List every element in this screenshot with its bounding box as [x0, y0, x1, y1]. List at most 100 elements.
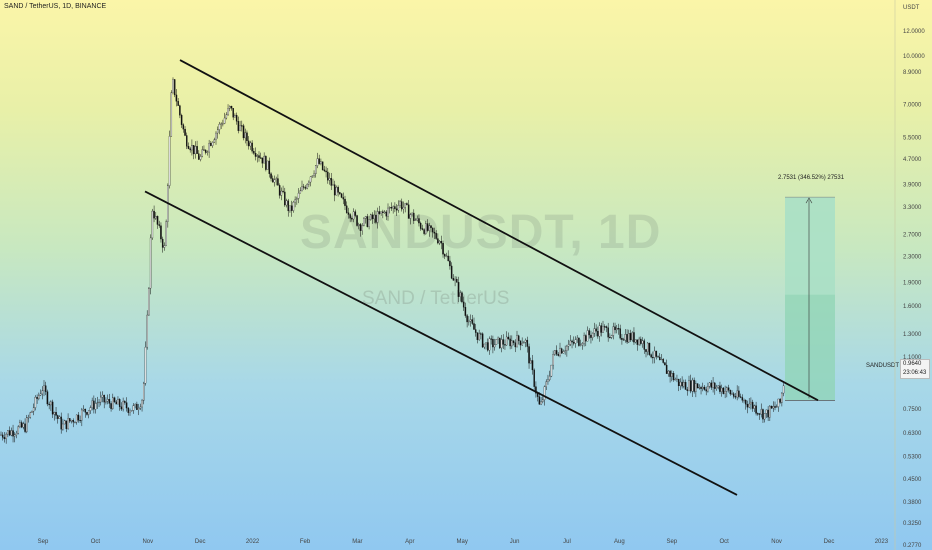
candle-body-185 — [318, 158, 320, 164]
candle-body-300 — [516, 335, 518, 348]
candle-body-26 — [44, 385, 47, 392]
candle-body-414 — [712, 382, 714, 388]
candle-body-151 — [259, 157, 262, 159]
candle-body-287 — [493, 344, 496, 348]
candle-body-433 — [745, 400, 747, 405]
candle-body-379 — [652, 356, 654, 359]
candle-body-372 — [640, 338, 642, 344]
trendlines[interactable] — [144, 59, 819, 496]
candle-body-118 — [203, 149, 205, 151]
candle-body-171 — [294, 199, 296, 203]
time-tick-label-9: Jun — [510, 539, 520, 545]
candle-body-94 — [161, 238, 164, 248]
candle-body-386 — [664, 362, 666, 366]
candle-body-437 — [751, 401, 754, 409]
candle-body-70 — [120, 406, 123, 410]
candle-body-193 — [332, 184, 334, 186]
price-tick-label-8: 2.7000 — [903, 232, 922, 238]
candle-body-73 — [125, 402, 128, 409]
candle-body-442 — [760, 409, 762, 415]
price-tick-label-7: 3.3000 — [903, 205, 922, 211]
candle-body-121 — [208, 142, 210, 153]
candle-body-213 — [366, 216, 369, 227]
candle-body-249 — [428, 225, 431, 231]
candle-body-63 — [108, 399, 111, 404]
candle-body-243 — [418, 218, 420, 224]
candle-body-326 — [560, 348, 563, 354]
candle-body-74 — [127, 407, 130, 413]
candle-body-0 — [0, 434, 2, 436]
candle-body-150 — [258, 155, 260, 158]
lower-channel-line — [144, 190, 738, 496]
candle-body-451 — [775, 406, 778, 408]
price-tick-label-2: 8.9000 — [903, 70, 922, 76]
candle-body-141 — [242, 125, 245, 139]
candle-body-104 — [179, 105, 181, 116]
candle-body-62 — [106, 399, 109, 402]
candle-body-365 — [628, 333, 630, 343]
candle-body-92 — [158, 224, 160, 226]
candle-body-356 — [612, 326, 615, 336]
candle-body-30 — [51, 401, 54, 415]
candle-body-339 — [583, 335, 585, 344]
candle-body-340 — [585, 335, 587, 342]
candle-body-434 — [746, 404, 749, 408]
candle-body-309 — [531, 360, 534, 371]
candle-body-286 — [492, 339, 494, 348]
candle-body-46 — [79, 420, 81, 422]
candle-body-33 — [57, 415, 59, 419]
candle-body-231 — [397, 205, 400, 211]
candle-body-198 — [340, 193, 343, 198]
candle-body-86 — [148, 288, 150, 316]
candle-body-17 — [29, 412, 31, 418]
candle-body-404 — [695, 383, 697, 392]
candle-body-8 — [14, 434, 16, 437]
candle-body-67 — [115, 401, 117, 405]
candle-body-294 — [505, 336, 508, 346]
candle-body-126 — [216, 129, 219, 134]
candle-body-186 — [320, 161, 322, 164]
candle-body-226 — [388, 207, 391, 209]
candle-body-88 — [151, 210, 154, 239]
candle-body-416 — [715, 387, 718, 389]
price-tick-label-6: 3.9000 — [903, 182, 922, 188]
candle-body-176 — [302, 186, 305, 188]
candle-body-371 — [638, 338, 640, 345]
candle-body-302 — [519, 340, 522, 346]
price-tick-label-9: 2.3000 — [903, 254, 922, 260]
candle-body-21 — [36, 396, 38, 399]
candle-body-9 — [15, 433, 18, 435]
candle-body-24 — [41, 390, 44, 395]
candle-body-262 — [450, 265, 453, 279]
candle-body-264 — [454, 279, 456, 281]
candle-body-124 — [213, 139, 216, 143]
candle-body-217 — [373, 214, 375, 220]
candle-body-49 — [84, 408, 87, 413]
candle-body-288 — [495, 339, 498, 345]
candle-body-355 — [610, 335, 613, 338]
long-position-zone[interactable] — [785, 196, 835, 401]
candle-body-45 — [77, 414, 80, 421]
candle-body-376 — [646, 342, 649, 352]
candle-body-221 — [380, 211, 382, 214]
candle-body-305 — [524, 339, 527, 343]
price-tick-label-19: 0.3250 — [903, 521, 922, 527]
price-tick-label-4: 5.5000 — [903, 135, 922, 141]
candle-body-149 — [256, 155, 259, 157]
candle-body-346 — [595, 328, 597, 332]
candle-body-313 — [538, 396, 541, 405]
price-tick-label-1: 10.0000 — [903, 54, 925, 60]
candle-body-137 — [235, 115, 238, 122]
candle-body-431 — [741, 397, 744, 401]
candle-body-154 — [265, 156, 267, 170]
candle-body-89 — [153, 210, 155, 219]
candle-body-212 — [364, 216, 367, 219]
candle-body-245 — [421, 228, 424, 230]
candle-body-424 — [729, 390, 732, 395]
candle-body-363 — [624, 334, 627, 341]
price-axis: 12.0000 10.0000 8.9000 7.0000 5.5000 4.7000 3.… — [894, 0, 925, 550]
price-tick-label-16: 0.5300 — [903, 455, 922, 461]
candle-body-389 — [669, 370, 671, 377]
candle-body-253 — [435, 233, 437, 239]
